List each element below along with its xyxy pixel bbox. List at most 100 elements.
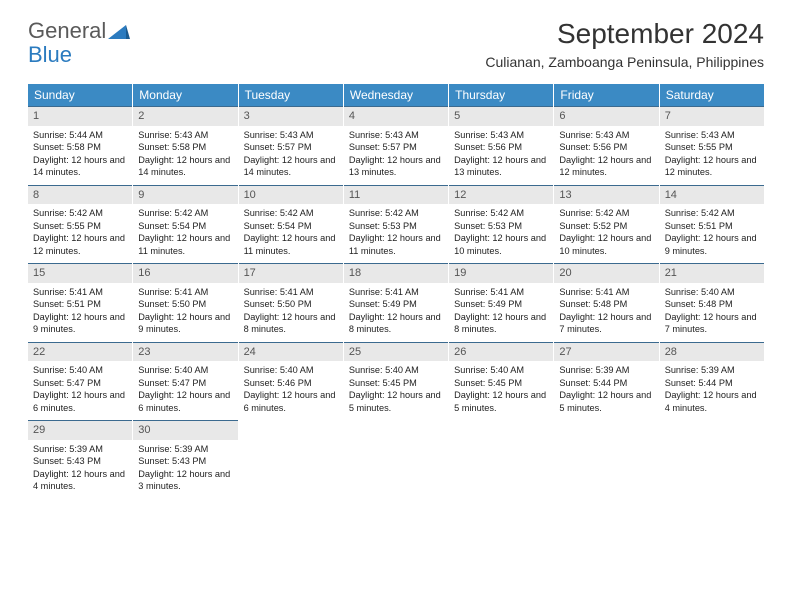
sunrise-text: Sunrise: 5:42 AM: [349, 207, 443, 219]
day-number: 27: [554, 342, 658, 362]
calendar-week-row: 8Sunrise: 5:42 AMSunset: 5:55 PMDaylight…: [28, 185, 764, 264]
day-info: Sunrise: 5:42 AMSunset: 5:54 PMDaylight:…: [133, 204, 237, 263]
sunset-text: Sunset: 5:49 PM: [454, 298, 548, 310]
daylight-text: Daylight: 12 hours and 6 minutes.: [33, 389, 127, 414]
sunset-text: Sunset: 5:48 PM: [665, 298, 759, 310]
day-info: Sunrise: 5:41 AMSunset: 5:49 PMDaylight:…: [449, 283, 553, 342]
weekday-header: Wednesday: [344, 84, 449, 106]
daylight-text: Daylight: 12 hours and 5 minutes.: [454, 389, 548, 414]
day-number: 29: [28, 420, 132, 440]
sunrise-text: Sunrise: 5:43 AM: [138, 129, 232, 141]
calendar-day-cell: 14Sunrise: 5:42 AMSunset: 5:51 PMDayligh…: [660, 185, 764, 264]
calendar-week-row: 15Sunrise: 5:41 AMSunset: 5:51 PMDayligh…: [28, 263, 764, 342]
day-info: Sunrise: 5:44 AMSunset: 5:58 PMDaylight:…: [28, 126, 132, 185]
sunset-text: Sunset: 5:55 PM: [33, 220, 127, 232]
daylight-text: Daylight: 12 hours and 4 minutes.: [665, 389, 759, 414]
day-number: 16: [133, 263, 237, 283]
daylight-text: Daylight: 12 hours and 11 minutes.: [138, 232, 232, 257]
day-info: Sunrise: 5:41 AMSunset: 5:49 PMDaylight:…: [344, 283, 448, 342]
calendar-day-cell: .: [660, 420, 764, 499]
sunrise-text: Sunrise: 5:41 AM: [454, 286, 548, 298]
calendar-day-cell: 22Sunrise: 5:40 AMSunset: 5:47 PMDayligh…: [28, 342, 133, 421]
sunrise-text: Sunrise: 5:39 AM: [665, 364, 759, 376]
calendar-day-cell: 1Sunrise: 5:44 AMSunset: 5:58 PMDaylight…: [28, 106, 133, 185]
day-info: Sunrise: 5:40 AMSunset: 5:45 PMDaylight:…: [344, 361, 448, 420]
sunset-text: Sunset: 5:53 PM: [349, 220, 443, 232]
day-number: 28: [660, 342, 764, 362]
day-info: Sunrise: 5:43 AMSunset: 5:56 PMDaylight:…: [554, 126, 658, 185]
daylight-text: Daylight: 12 hours and 11 minutes.: [244, 232, 338, 257]
day-number: 13: [554, 185, 658, 205]
sunrise-text: Sunrise: 5:42 AM: [33, 207, 127, 219]
day-number: 8: [28, 185, 132, 205]
sunset-text: Sunset: 5:54 PM: [244, 220, 338, 232]
calendar-day-cell: .: [344, 420, 449, 499]
daylight-text: Daylight: 12 hours and 7 minutes.: [665, 311, 759, 336]
calendar-day-cell: 19Sunrise: 5:41 AMSunset: 5:49 PMDayligh…: [449, 263, 554, 342]
logo-text-2: Blue: [28, 42, 72, 68]
calendar-day-cell: 15Sunrise: 5:41 AMSunset: 5:51 PMDayligh…: [28, 263, 133, 342]
calendar-day-cell: 21Sunrise: 5:40 AMSunset: 5:48 PMDayligh…: [660, 263, 764, 342]
page-subtitle: Culianan, Zamboanga Peninsula, Philippin…: [485, 54, 764, 70]
sunset-text: Sunset: 5:51 PM: [665, 220, 759, 232]
title-block: September 2024 Culianan, Zamboanga Penin…: [485, 18, 764, 70]
calendar-day-cell: 17Sunrise: 5:41 AMSunset: 5:50 PMDayligh…: [239, 263, 344, 342]
day-number: 15: [28, 263, 132, 283]
day-info: Sunrise: 5:43 AMSunset: 5:58 PMDaylight:…: [133, 126, 237, 185]
day-number: 20: [554, 263, 658, 283]
calendar-week-row: 1Sunrise: 5:44 AMSunset: 5:58 PMDaylight…: [28, 106, 764, 185]
sunset-text: Sunset: 5:43 PM: [33, 455, 127, 467]
sunset-text: Sunset: 5:50 PM: [244, 298, 338, 310]
sunset-text: Sunset: 5:58 PM: [138, 141, 232, 153]
logo: General: [28, 18, 130, 44]
day-info: Sunrise: 5:42 AMSunset: 5:53 PMDaylight:…: [449, 204, 553, 263]
sunrise-text: Sunrise: 5:40 AM: [454, 364, 548, 376]
calendar-day-cell: 8Sunrise: 5:42 AMSunset: 5:55 PMDaylight…: [28, 185, 133, 264]
sunrise-text: Sunrise: 5:41 AM: [244, 286, 338, 298]
daylight-text: Daylight: 12 hours and 12 minutes.: [559, 154, 653, 179]
day-number: 5: [449, 106, 553, 126]
daylight-text: Daylight: 12 hours and 6 minutes.: [138, 389, 232, 414]
sunrise-text: Sunrise: 5:41 AM: [138, 286, 232, 298]
daylight-text: Daylight: 12 hours and 8 minutes.: [454, 311, 548, 336]
daylight-text: Daylight: 12 hours and 9 minutes.: [33, 311, 127, 336]
day-number: 30: [133, 420, 237, 440]
day-number: 7: [660, 106, 764, 126]
day-number: 24: [239, 342, 343, 362]
calendar-day-cell: 29Sunrise: 5:39 AMSunset: 5:43 PMDayligh…: [28, 420, 133, 499]
daylight-text: Daylight: 12 hours and 7 minutes.: [559, 311, 653, 336]
calendar-day-cell: 4Sunrise: 5:43 AMSunset: 5:57 PMDaylight…: [344, 106, 449, 185]
day-info: Sunrise: 5:42 AMSunset: 5:54 PMDaylight:…: [239, 204, 343, 263]
sunrise-text: Sunrise: 5:44 AM: [33, 129, 127, 141]
day-number: 9: [133, 185, 237, 205]
day-number: 14: [660, 185, 764, 205]
day-info: Sunrise: 5:42 AMSunset: 5:55 PMDaylight:…: [28, 204, 132, 263]
calendar-day-cell: 27Sunrise: 5:39 AMSunset: 5:44 PMDayligh…: [554, 342, 659, 421]
day-number: 26: [449, 342, 553, 362]
day-info: Sunrise: 5:41 AMSunset: 5:50 PMDaylight:…: [133, 283, 237, 342]
day-info: Sunrise: 5:40 AMSunset: 5:45 PMDaylight:…: [449, 361, 553, 420]
weekday-header: Friday: [554, 84, 659, 106]
day-number: 2: [133, 106, 237, 126]
day-info: Sunrise: 5:41 AMSunset: 5:48 PMDaylight:…: [554, 283, 658, 342]
calendar-day-cell: 28Sunrise: 5:39 AMSunset: 5:44 PMDayligh…: [660, 342, 764, 421]
calendar-day-cell: 24Sunrise: 5:40 AMSunset: 5:46 PMDayligh…: [239, 342, 344, 421]
weekday-header: Sunday: [28, 84, 133, 106]
calendar-week-row: 29Sunrise: 5:39 AMSunset: 5:43 PMDayligh…: [28, 420, 764, 499]
day-number: 22: [28, 342, 132, 362]
calendar-day-cell: 30Sunrise: 5:39 AMSunset: 5:43 PMDayligh…: [133, 420, 238, 499]
calendar-day-cell: 20Sunrise: 5:41 AMSunset: 5:48 PMDayligh…: [554, 263, 659, 342]
calendar-day-cell: 2Sunrise: 5:43 AMSunset: 5:58 PMDaylight…: [133, 106, 238, 185]
weekday-header: Tuesday: [239, 84, 344, 106]
day-info: Sunrise: 5:43 AMSunset: 5:55 PMDaylight:…: [660, 126, 764, 185]
day-number: 4: [344, 106, 448, 126]
sunset-text: Sunset: 5:45 PM: [454, 377, 548, 389]
daylight-text: Daylight: 12 hours and 12 minutes.: [665, 154, 759, 179]
day-number: 1: [28, 106, 132, 126]
sunset-text: Sunset: 5:48 PM: [559, 298, 653, 310]
day-info: Sunrise: 5:39 AMSunset: 5:43 PMDaylight:…: [28, 440, 132, 499]
day-number: 18: [344, 263, 448, 283]
day-info: Sunrise: 5:43 AMSunset: 5:57 PMDaylight:…: [239, 126, 343, 185]
day-info: Sunrise: 5:41 AMSunset: 5:50 PMDaylight:…: [239, 283, 343, 342]
calendar-day-cell: 23Sunrise: 5:40 AMSunset: 5:47 PMDayligh…: [133, 342, 238, 421]
